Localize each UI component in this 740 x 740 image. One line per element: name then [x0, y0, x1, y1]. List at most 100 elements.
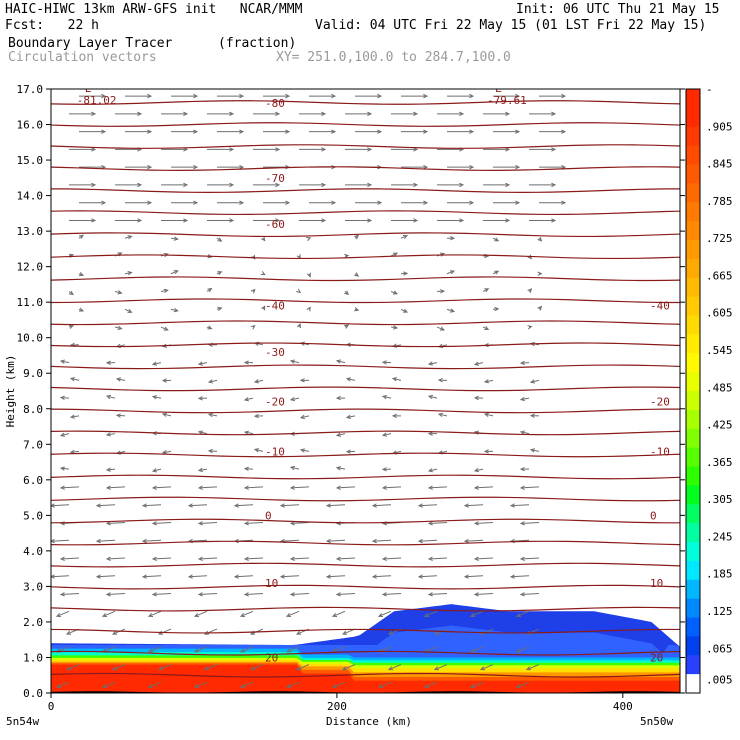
circulation-vector-head — [161, 378, 167, 383]
circulation-vector — [148, 646, 162, 653]
circulation-vector — [70, 450, 80, 453]
circulation-vector-head — [105, 485, 111, 490]
circulation-vector-head — [68, 290, 74, 296]
circulation-vector-head — [381, 394, 388, 400]
circulation-vector-head — [515, 648, 522, 653]
circulation-vector-head — [561, 93, 567, 99]
circulation-vector — [336, 557, 356, 560]
circulation-vector — [474, 521, 494, 524]
circulation-vector-head — [427, 431, 433, 436]
circulation-vector-head — [483, 412, 490, 417]
circulation-vector-head — [494, 306, 500, 312]
circulation-vector-head — [161, 449, 167, 455]
colorbar-swatch — [686, 504, 700, 524]
circulation-vector — [51, 504, 70, 507]
vector-label: Circulation vectors — [8, 50, 157, 65]
colorbar-label: - — [706, 83, 713, 96]
circulation-vector — [194, 681, 208, 688]
circulation-vector-head — [519, 592, 525, 597]
circulation-vector-head — [459, 111, 465, 117]
temperature-contour — [51, 474, 680, 480]
circulation-vector — [60, 593, 80, 596]
circulation-vector-head — [505, 111, 511, 117]
circulation-vector-head — [115, 413, 121, 418]
contour-label: -30 — [265, 346, 285, 359]
circulation-vector — [188, 539, 208, 542]
circulation-vector-head — [321, 147, 327, 152]
circulation-vector-head — [299, 448, 305, 453]
circulation-vector-head — [147, 129, 153, 134]
colorbar-label: .785 — [706, 195, 733, 208]
circulation-vector — [234, 504, 254, 507]
circulation-vector-head — [101, 200, 107, 205]
circulation-vector-head — [341, 630, 348, 635]
colorbar-swatch — [686, 258, 700, 279]
circulation-vector-head — [296, 254, 301, 260]
circulation-vector — [470, 610, 484, 617]
temperature-contour — [51, 276, 680, 282]
circulation-vector-head — [473, 395, 479, 401]
circulation-vector-head — [239, 648, 246, 653]
y-axis-label: Height (km) — [4, 355, 17, 428]
circulation-vector-head — [392, 252, 399, 257]
low-value: -79.61 — [487, 94, 527, 107]
contour-label: 20 — [265, 651, 278, 664]
y-tick-label: 2.0 — [23, 616, 43, 629]
colorbar-swatch — [686, 89, 700, 109]
circulation-vector-head — [381, 360, 387, 365]
circulation-vector — [520, 557, 540, 560]
circulation-vector-head — [417, 574, 423, 579]
circulation-vector-head — [469, 648, 476, 653]
circulation-vector — [152, 521, 172, 524]
y-tick-label: 11.0 — [17, 296, 44, 309]
circulation-vector-head — [65, 630, 72, 635]
circulation-vector-head — [335, 432, 342, 437]
circulation-vector — [244, 557, 264, 560]
colorbar-swatch — [686, 428, 700, 449]
colorbar-swatch — [686, 353, 700, 373]
circulation-vector — [530, 379, 540, 383]
circulation-vector-head — [299, 378, 305, 383]
circulation-vector — [474, 593, 494, 596]
circulation-vector-head — [427, 394, 434, 400]
circulation-vector-head — [207, 379, 214, 384]
circulation-vector — [96, 504, 116, 507]
circulation-vector — [60, 433, 70, 437]
circulation-vector-head — [95, 538, 101, 544]
temperature-contour — [51, 430, 680, 436]
circulation-vector-head — [367, 111, 373, 117]
circulation-vector-head — [275, 182, 281, 188]
circulation-vector-head — [250, 325, 256, 330]
circulation-vector-head — [105, 521, 111, 526]
circulation-vector-head — [469, 200, 475, 205]
circulation-vector — [96, 539, 116, 542]
circulation-vector-head — [296, 322, 301, 329]
circulation-vector-head — [147, 612, 154, 618]
header-init-time: Init: 06 UTC Thu 21 May 15 — [516, 2, 720, 17]
circulation-vector-head — [105, 592, 111, 597]
circulation-vector — [102, 646, 116, 653]
circulation-vector-head — [163, 252, 169, 258]
circulation-vector-head — [137, 182, 143, 188]
circulation-vector-head — [275, 218, 281, 223]
circulation-vector-head — [91, 182, 97, 188]
circulation-vector-head — [423, 684, 430, 689]
circulation-vector-head — [217, 271, 223, 276]
circulation-vector-head — [377, 684, 384, 689]
circulation-vector — [428, 521, 448, 524]
circulation-vector-head — [193, 684, 200, 689]
circulation-vector-head — [331, 129, 337, 134]
circulation-vector-head — [377, 612, 384, 618]
circulation-vector-head — [173, 270, 179, 275]
circulation-vector — [51, 539, 70, 542]
circulation-vector — [480, 628, 494, 635]
circulation-vector — [290, 557, 310, 560]
circulation-vector — [510, 539, 530, 542]
circulation-vector — [520, 593, 540, 596]
circulation-vector — [520, 486, 540, 489]
circulation-vector — [208, 379, 218, 383]
circulation-vector — [290, 466, 300, 470]
circulation-vector-head — [335, 592, 341, 597]
x-axis-start-label: 5n54w — [6, 715, 39, 728]
circulation-vector-head — [423, 612, 430, 618]
